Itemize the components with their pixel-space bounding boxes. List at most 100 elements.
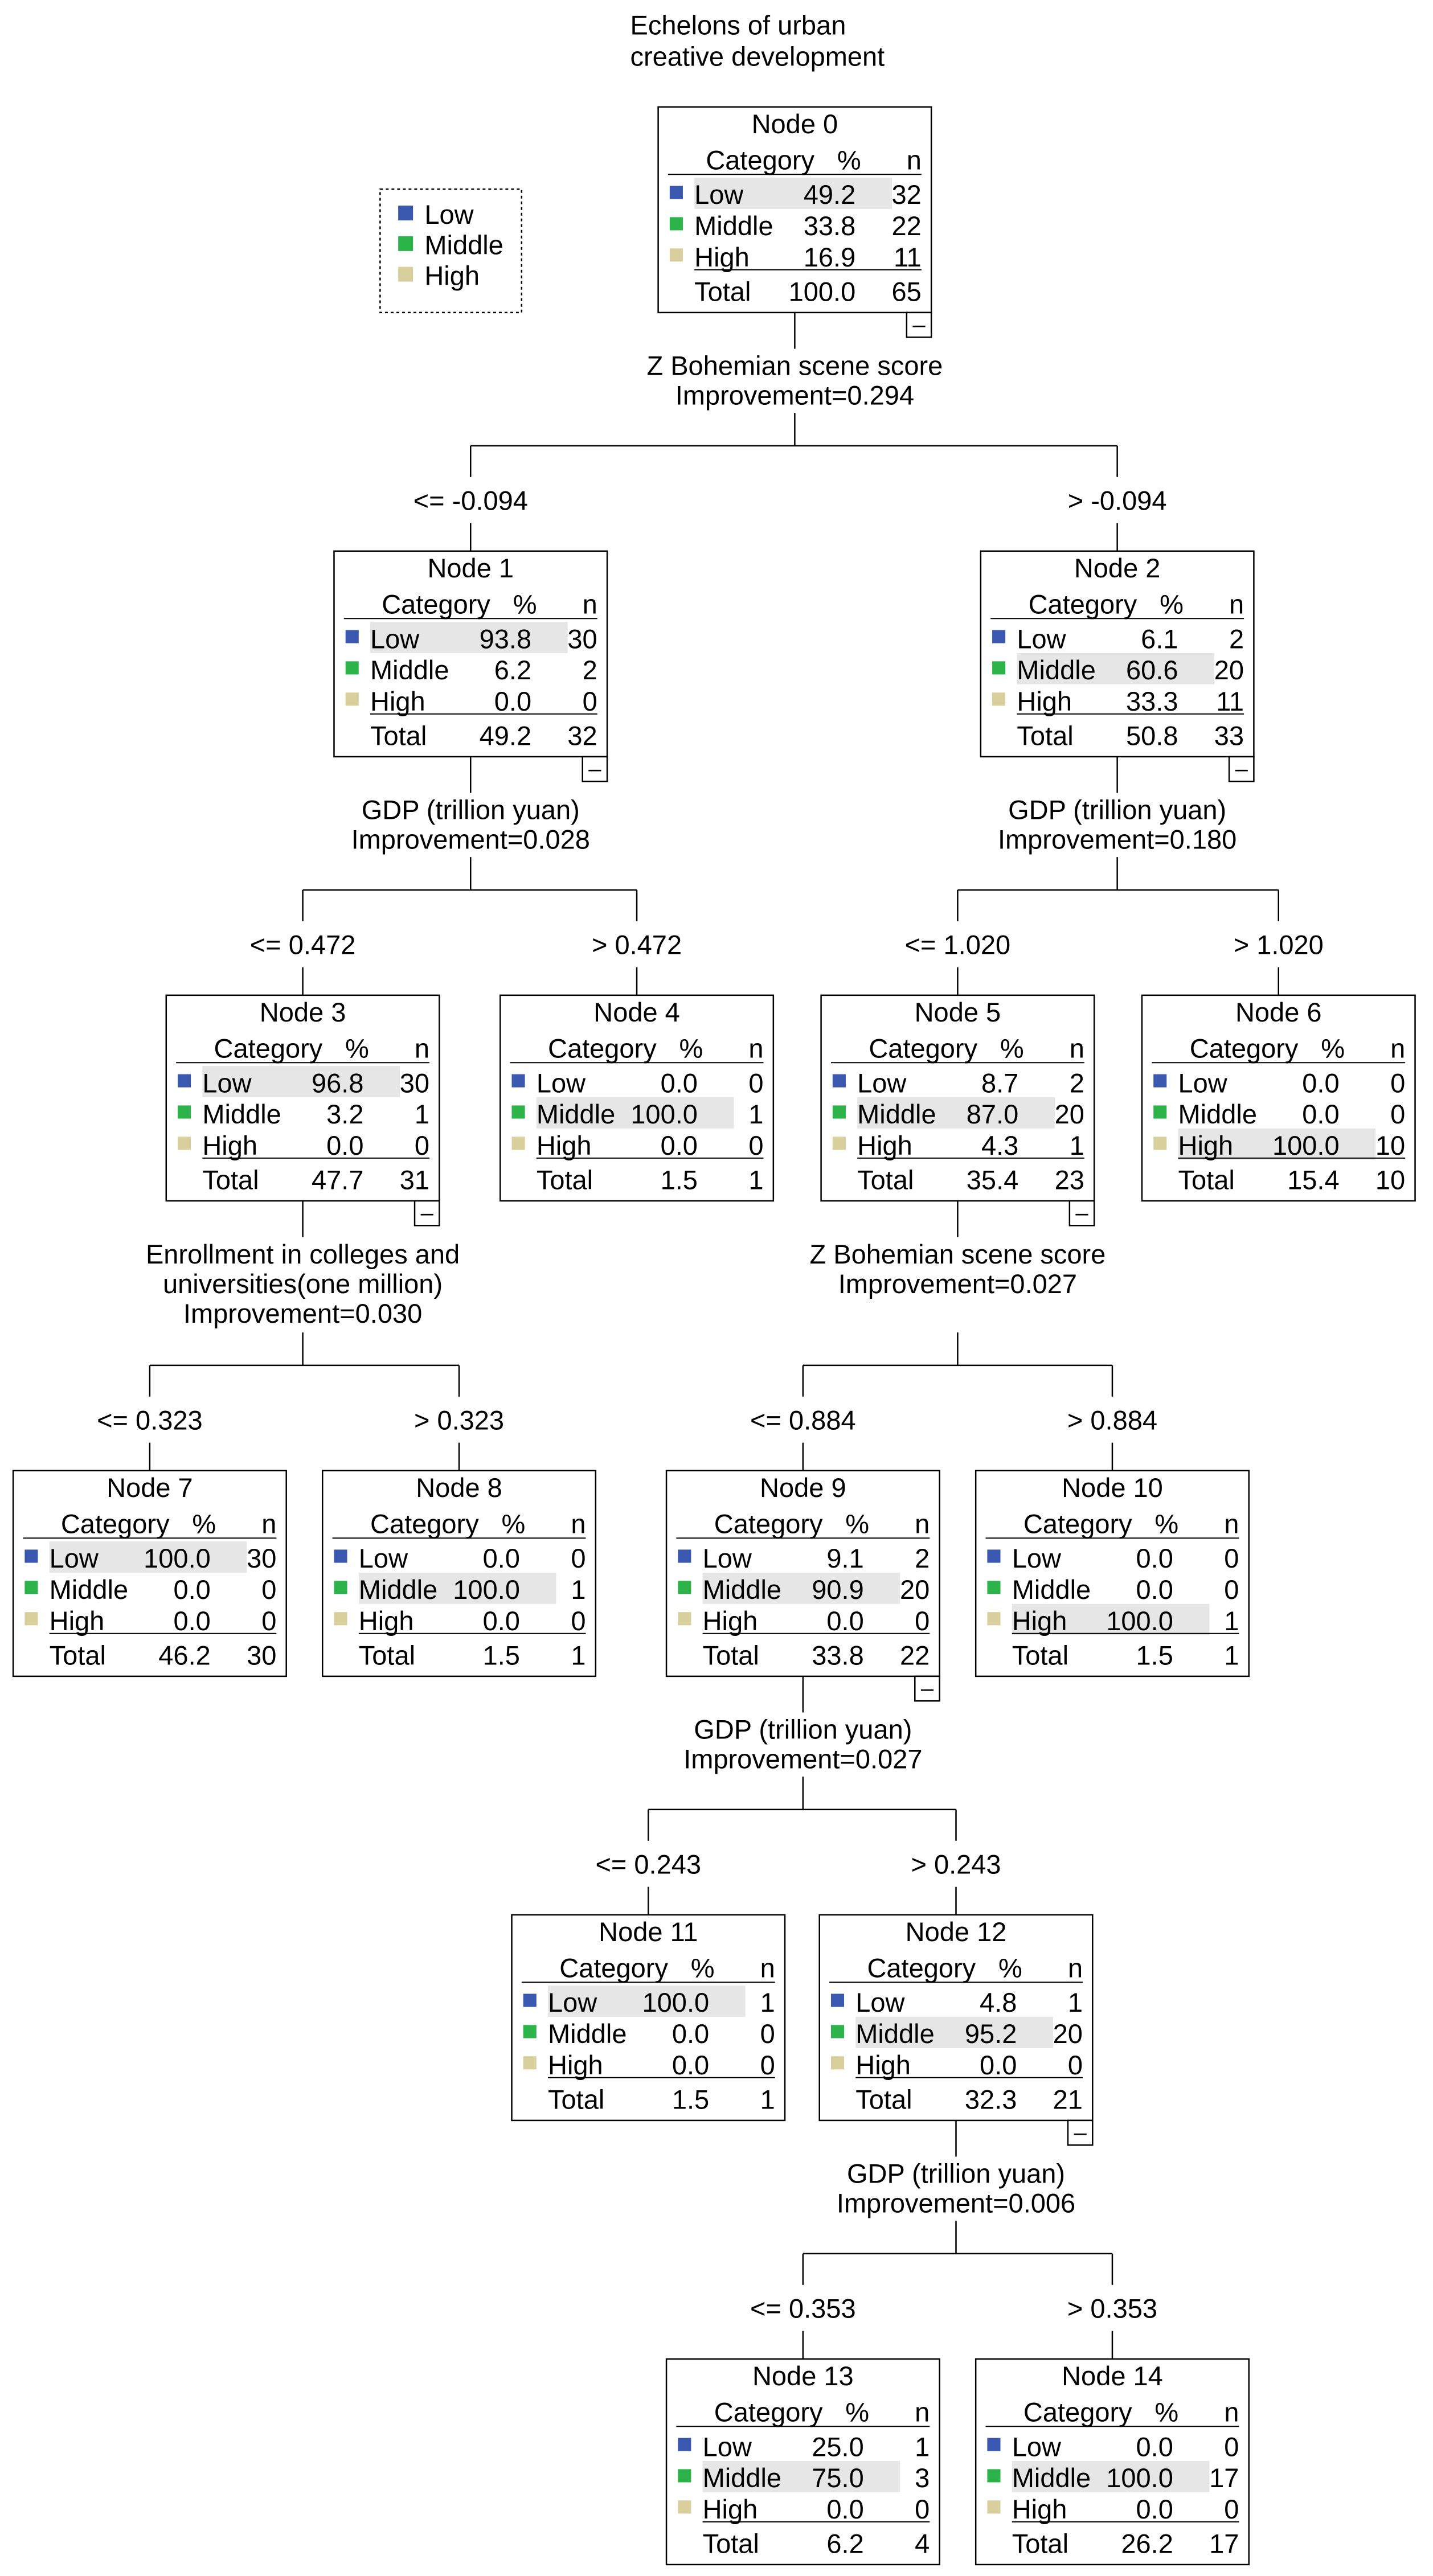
total-percent: 50.8 <box>1126 721 1178 751</box>
collapse-toggle-box[interactable] <box>1067 2119 1094 2146</box>
category-swatch-low <box>178 1074 191 1088</box>
row-n-high: 0 <box>760 2050 775 2080</box>
row-label-high: High <box>1012 1606 1067 1636</box>
tree-node-3[interactable]: Node 3 Category% n Low 96.8 30 Middle 3.2 1 High 0… <box>165 994 440 1227</box>
category-swatch-middle <box>678 2469 691 2483</box>
total-n: 17 <box>1209 2529 1239 2559</box>
tree-node-6[interactable]: Node 6 Category% n Low 0.0 0 Middle 0.0 0 High 100… <box>1141 994 1416 1202</box>
header-n: n <box>907 145 922 175</box>
row-n-middle: 2 <box>583 655 597 685</box>
row-n-middle: 1 <box>415 1099 429 1129</box>
header-percent: % <box>1154 1509 1178 1539</box>
category-swatch-high <box>832 1137 846 1150</box>
legend-swatch-middle <box>398 236 413 251</box>
total-percent: 32.3 <box>965 2085 1017 2115</box>
row-n-high: 0 <box>415 1130 429 1160</box>
row-label-middle: Middle <box>537 1099 615 1129</box>
row-n-high: 0 <box>915 1606 930 1636</box>
row-label-high: High <box>855 2050 911 2080</box>
row-percent-low: 0.0 <box>1136 2431 1173 2462</box>
collapse-toggle-box[interactable] <box>413 1200 440 1227</box>
row-percent-high: 0.0 <box>326 1130 363 1160</box>
header-percent: % <box>192 1509 216 1539</box>
row-highlight <box>855 2016 1053 2048</box>
tree-node-10[interactable]: Node 10 Category% n Low 0.0 0 Middle 0.0 0 High 10… <box>975 1470 1250 1677</box>
header-percent: % <box>998 1953 1022 1983</box>
row-highlight <box>702 2460 900 2492</box>
split-left-condition: <= 0.323 <box>97 1405 203 1435</box>
tree-node-8[interactable]: Node 8 Category% n Low 0.0 0 Middle 100.0 1 High 0… <box>321 1470 597 1677</box>
row-percent-middle: 75.0 <box>812 2463 863 2493</box>
header-n: n <box>261 1509 276 1539</box>
tree-node-2[interactable]: Node 2 Category% n Low 6.1 2 Middle 60.6 20 High 3… <box>980 550 1255 782</box>
tree-node-12[interactable]: Node 12 Category% n Low 4.8 1 Middle 95.2 20 High… <box>818 1914 1094 2146</box>
row-percent-low: 100.0 <box>144 1543 211 1573</box>
node-title: Node 10 <box>1062 1472 1163 1503</box>
category-swatch-low <box>1153 1074 1167 1088</box>
collapse-toggle[interactable]: – <box>1067 2119 1094 2146</box>
total-n: 31 <box>400 1165 429 1195</box>
total-n: 1 <box>571 1640 586 1671</box>
collapse-toggle[interactable]: – <box>1068 1200 1095 1227</box>
row-n-middle: 0 <box>261 1574 276 1605</box>
collapse-toggle-box[interactable] <box>1228 756 1255 782</box>
total-percent: 47.7 <box>312 1165 363 1195</box>
node-title: Node 9 <box>760 1472 846 1503</box>
header-category: Category <box>548 1033 657 1064</box>
row-n-middle: 20 <box>1055 1099 1084 1129</box>
tree-node-14[interactable]: Node 14 Category% n Low 0.0 0 Middle 100.0 17 Hig… <box>975 2358 1250 2566</box>
row-label-middle: Middle <box>1012 1574 1091 1605</box>
legend-label-high: High <box>424 260 480 290</box>
total-n: 22 <box>900 1640 930 1671</box>
tree-node-0[interactable]: Node 0 Category% n Low 49.2 32 Middle 33.8 22 Hig… <box>657 106 932 338</box>
split-right-condition: > 0.323 <box>414 1405 504 1435</box>
row-n-low: 2 <box>915 1543 930 1573</box>
node-box <box>333 550 608 758</box>
tree-node-1[interactable]: Node 1 Category% n Low 93.8 30 Middle 6.2 2 High 0… <box>333 550 608 782</box>
split-node-1: GDP (trillion yuan)Improvement=0.028 <= 0… <box>250 756 682 995</box>
row-highlight <box>1012 2460 1210 2492</box>
category-swatch-low <box>523 1993 537 2007</box>
collapse-toggle[interactable]: – <box>1228 756 1255 782</box>
category-swatch-high <box>669 248 683 262</box>
collapse-toggle-box[interactable] <box>582 756 608 782</box>
category-swatch-high <box>987 2500 1001 2514</box>
row-percent-low: 0.0 <box>661 1068 698 1098</box>
collapse-toggle[interactable]: – <box>906 311 932 338</box>
total-label: Total <box>1012 1640 1068 1671</box>
collapse-toggle-box[interactable] <box>1068 1200 1095 1227</box>
category-swatch-high <box>334 1612 347 1626</box>
total-label: Total <box>370 721 427 751</box>
tree-node-5[interactable]: Node 5 Category% n Low 8.7 2 Middle 87.0 20 High 4… <box>820 994 1095 1227</box>
row-n-high: 1 <box>1070 1130 1084 1160</box>
split-improvement-label: Improvement=0.027 <box>683 1744 922 1774</box>
node-title: Node 13 <box>752 2361 854 2391</box>
row-percent-middle: 0.0 <box>672 2019 709 2049</box>
split-right-condition: > 1.020 <box>1234 930 1324 960</box>
split-improvement-label: Improvement=0.030 <box>183 1298 422 1328</box>
split-variable-label: GDP (trillion yuan) <box>847 2159 1065 2189</box>
category-swatch-middle <box>178 1105 191 1119</box>
tree-node-9[interactable]: Node 9 Category% n Low 9.1 2 Middle 90.9 20 High 0… <box>665 1470 940 1702</box>
collapse-toggle[interactable]: – <box>914 1675 940 1702</box>
row-n-high: 1 <box>1224 1606 1239 1636</box>
header-n: n <box>1224 2397 1239 2427</box>
row-label-high: High <box>370 686 425 716</box>
total-n: 33 <box>1214 721 1244 751</box>
collapse-toggle[interactable]: – <box>582 756 608 782</box>
tree-node-4[interactable]: Node 4 Category% n Low 0.0 0 Middle 100.0 1 High 0… <box>499 994 775 1202</box>
split-left-condition: <= 0.884 <box>750 1405 856 1435</box>
node-title: Node 11 <box>599 1917 698 1947</box>
collapse-toggle-box[interactable] <box>906 311 932 338</box>
header-percent: % <box>845 2397 869 2427</box>
collapse-toggle-box[interactable] <box>914 1675 940 1702</box>
header-category: Category <box>1190 1033 1299 1064</box>
tree-node-7[interactable]: Node 7 Category% n Low 100.0 30 Middle 0.0 0 High… <box>12 1470 287 1677</box>
total-n: 1 <box>1224 1640 1239 1671</box>
collapse-toggle[interactable]: – <box>413 1200 440 1227</box>
tree-node-13[interactable]: Node 13 Category% n Low 25.0 1 Middle 75.0 3 High… <box>665 2358 940 2566</box>
row-highlight <box>202 1066 400 1097</box>
total-label: Total <box>1017 721 1073 751</box>
